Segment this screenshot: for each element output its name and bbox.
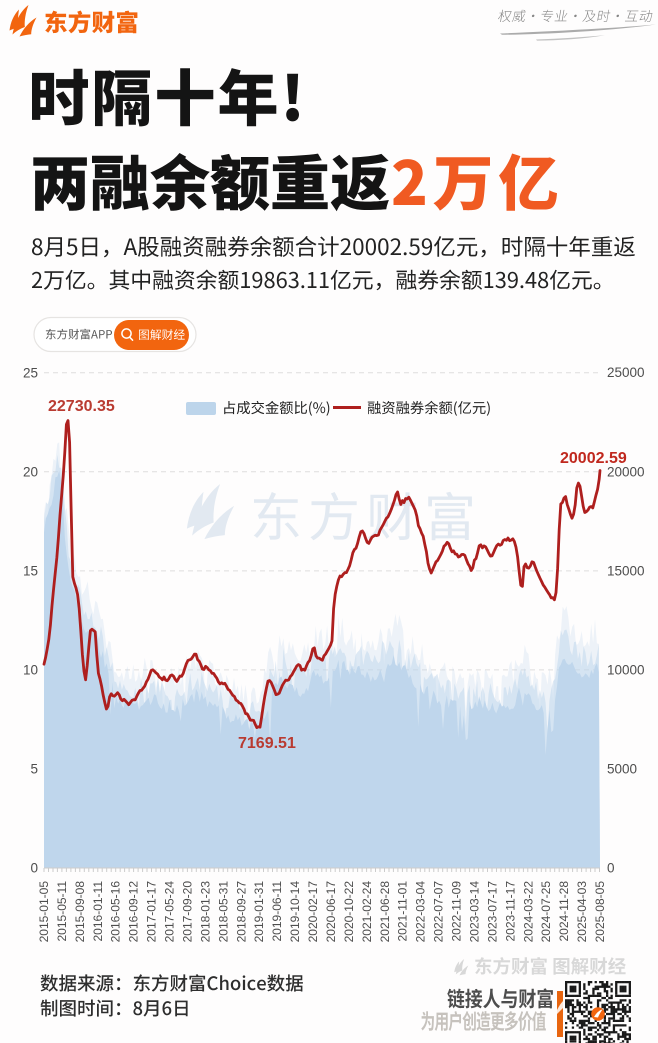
svg-text:2016-09-12: 2016-09-12 bbox=[127, 881, 141, 943]
svg-text:2022-11-09: 2022-11-09 bbox=[450, 881, 464, 942]
svg-text:2018-09-27: 2018-09-27 bbox=[234, 881, 248, 943]
svg-text:5: 5 bbox=[30, 762, 38, 777]
svg-text:10: 10 bbox=[23, 662, 38, 677]
svg-text:2019-10-14: 2019-10-14 bbox=[288, 881, 302, 943]
svg-text:2019-01-31: 2019-01-31 bbox=[252, 881, 266, 943]
svg-text:15: 15 bbox=[23, 563, 38, 578]
svg-text:2022-03-04: 2022-03-04 bbox=[414, 881, 428, 943]
svg-text:2022-07-07: 2022-07-07 bbox=[432, 881, 446, 943]
svg-text:0: 0 bbox=[30, 861, 38, 876]
svg-text:2024-07-25: 2024-07-25 bbox=[539, 881, 553, 943]
svg-text:20000: 20000 bbox=[607, 464, 645, 479]
svg-text:2017-09-20: 2017-09-20 bbox=[181, 881, 195, 943]
svg-text:25: 25 bbox=[23, 365, 38, 380]
svg-text:2015-01-05: 2015-01-05 bbox=[37, 881, 51, 943]
svg-text:5000: 5000 bbox=[607, 762, 637, 777]
svg-text:10000: 10000 bbox=[607, 662, 645, 677]
svg-text:2020-10-22: 2020-10-22 bbox=[342, 881, 356, 943]
svg-text:2015-05-11: 2015-05-11 bbox=[55, 881, 69, 942]
svg-text:2020-06-17: 2020-06-17 bbox=[324, 881, 338, 943]
svg-text:2016-01-11: 2016-01-11 bbox=[91, 881, 105, 942]
svg-text:15000: 15000 bbox=[607, 563, 645, 578]
svg-text:2015-09-08: 2015-09-08 bbox=[73, 881, 87, 943]
svg-text:2023-03-14: 2023-03-14 bbox=[468, 881, 482, 943]
svg-text:2024-11-28: 2024-11-28 bbox=[557, 881, 571, 942]
svg-text:2019-06-11: 2019-06-11 bbox=[270, 881, 284, 942]
svg-text:2025-04-03: 2025-04-03 bbox=[575, 881, 589, 943]
svg-text:2021-06-28: 2021-06-28 bbox=[378, 881, 392, 943]
svg-text:2020-02-17: 2020-02-17 bbox=[306, 881, 320, 943]
svg-text:2025-08-05: 2025-08-05 bbox=[593, 881, 607, 943]
svg-text:2017-05-24: 2017-05-24 bbox=[163, 881, 177, 943]
svg-text:2021-02-24: 2021-02-24 bbox=[360, 881, 374, 943]
svg-text:22730.35: 22730.35 bbox=[48, 398, 115, 415]
svg-text:2017-01-17: 2017-01-17 bbox=[145, 881, 159, 943]
svg-text:20002.59: 20002.59 bbox=[560, 450, 627, 467]
svg-text:2023-11-17: 2023-11-17 bbox=[503, 881, 517, 942]
svg-text:2023-07-17: 2023-07-17 bbox=[485, 881, 499, 943]
svg-text:2018-05-31: 2018-05-31 bbox=[216, 881, 230, 943]
svg-text:2018-01-23: 2018-01-23 bbox=[198, 881, 212, 943]
svg-text:25000: 25000 bbox=[607, 365, 645, 380]
svg-text:2024-03-22: 2024-03-22 bbox=[521, 881, 535, 943]
svg-text:7169.51: 7169.51 bbox=[238, 735, 296, 752]
svg-text:2016-05-16: 2016-05-16 bbox=[109, 881, 123, 943]
svg-text:0: 0 bbox=[607, 861, 615, 876]
svg-text:20: 20 bbox=[23, 464, 38, 479]
svg-text:2021-11-01: 2021-11-01 bbox=[396, 881, 410, 942]
